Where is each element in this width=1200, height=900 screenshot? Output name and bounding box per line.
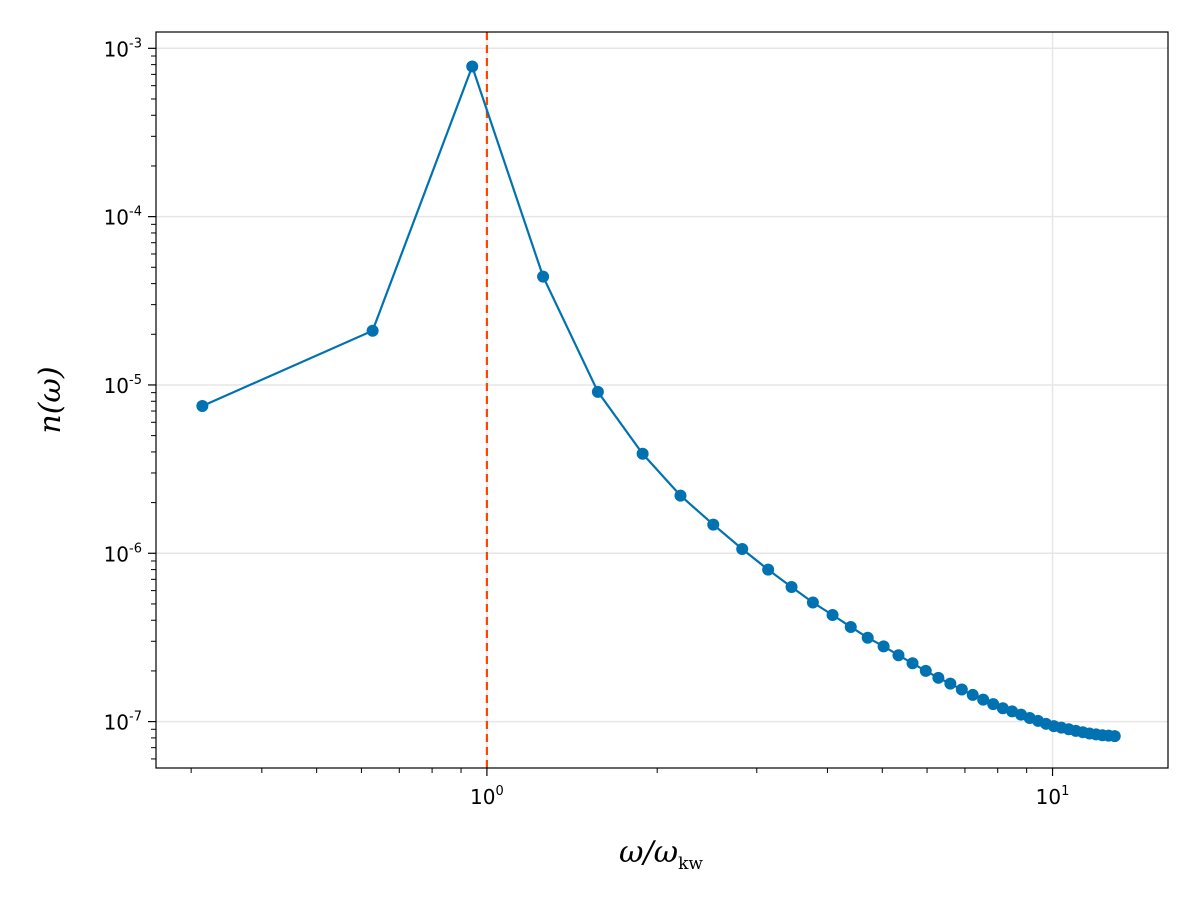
data-point <box>966 688 979 701</box>
data-point <box>892 649 905 662</box>
data-point <box>707 518 720 531</box>
y-tick-label: 10-4 <box>104 205 142 230</box>
y-tick-label: 10-5 <box>104 373 142 398</box>
data-point <box>366 324 379 337</box>
y-tick-label: 10-3 <box>104 36 142 61</box>
tick-labels: 100 101 10-3 10-4 10-5 10-6 10-7 <box>104 36 1070 809</box>
data-point <box>944 677 957 690</box>
data-point <box>806 596 819 609</box>
data-point <box>877 640 890 653</box>
data-points <box>196 60 1121 743</box>
grid-lines <box>156 32 1168 768</box>
series-line <box>201 63 1115 738</box>
data-point <box>955 683 968 696</box>
data-point <box>785 581 798 594</box>
data-point <box>736 543 749 556</box>
data-point <box>636 447 649 460</box>
data-point <box>1108 730 1121 743</box>
data-point <box>591 385 604 398</box>
data-point <box>932 671 945 684</box>
y-tick-label: 10-6 <box>104 541 142 566</box>
data-point <box>844 620 857 633</box>
data-point <box>987 698 1000 711</box>
data-point <box>466 60 479 73</box>
data-point <box>196 399 209 412</box>
data-point <box>762 563 775 576</box>
x-tick-label: 100 <box>470 784 504 809</box>
x-axis-title: ω/ωkw <box>619 835 703 874</box>
data-point <box>537 270 550 283</box>
y-tick-label: 10-7 <box>104 710 142 735</box>
data-point <box>826 608 839 621</box>
data-point <box>674 489 687 502</box>
y-axis-title: n(ω) <box>33 366 68 433</box>
data-point <box>996 702 1009 715</box>
axis-ticks <box>148 47 1054 776</box>
data-point <box>861 631 874 644</box>
data-point <box>977 693 990 706</box>
data-point <box>906 657 919 670</box>
data-point <box>919 664 932 677</box>
plot-frame <box>155 31 1169 769</box>
x-tick-label: 101 <box>1036 784 1070 809</box>
